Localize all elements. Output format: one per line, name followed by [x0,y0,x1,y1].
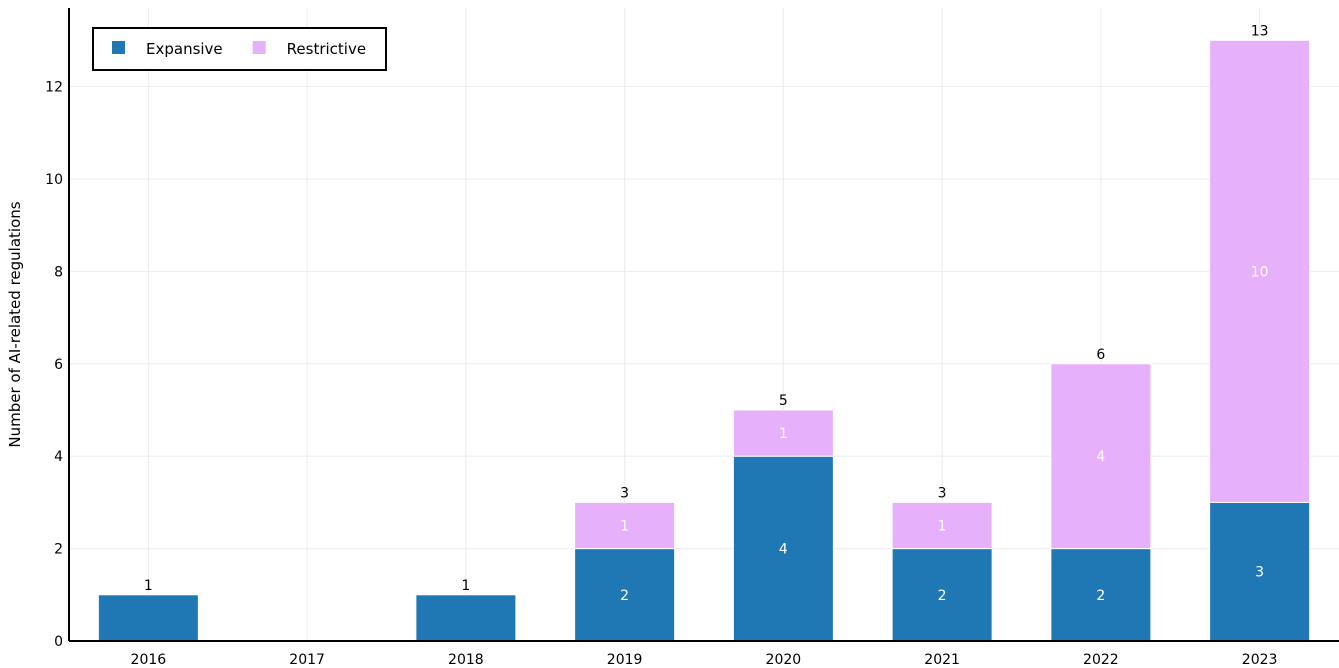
y-tick-label: 2 [54,542,63,558]
expansive-bar-2020 [732,455,834,642]
expansive-bar-2023 [1209,501,1311,642]
bars [97,39,1311,642]
y-tick-label: 10 [45,172,63,188]
restrictive-value-label-2023: 10 [1251,264,1269,280]
restrictive-legend-label: Restrictive [287,40,366,58]
total-label-2018: 1 [461,578,470,594]
legend: Expansive Restrictive [92,27,387,71]
expansive-value-label-2019: 2 [620,588,629,604]
restrictive-value-label-2019: 1 [620,518,629,534]
x-tick-label: 2017 [289,652,325,668]
x-tick-label: 2023 [1242,652,1278,668]
expansive-bar-2022 [1050,548,1152,642]
total-label-2020: 5 [779,393,788,409]
y-tick-label: 6 [54,357,63,373]
expansive-value-label-2020: 4 [779,542,788,558]
expansive-bar-2021 [891,548,993,642]
expansive-value-label-2022: 2 [1096,588,1105,604]
x-tick-label: 2019 [607,652,643,668]
expansive-legend-swatch [112,41,125,54]
restrictive-legend-swatch [252,41,266,54]
expansive-value-label-2021: 2 [938,588,947,604]
legend-box [92,27,387,71]
x-tick-label: 2021 [924,652,960,668]
restrictive-bar-2019 [574,501,676,550]
x-tick-label: 2016 [131,652,167,668]
restrictive-value-label-2021: 1 [938,518,947,534]
y-tick-label: 0 [54,634,63,650]
y-tick-label: 8 [54,264,63,280]
restrictive-bar-2023 [1209,39,1311,503]
total-label-2022: 6 [1096,347,1105,363]
total-label-2023: 13 [1251,23,1269,39]
restrictive-value-label-2022: 4 [1096,449,1105,465]
y-axis-title: Number of AI-related regulations [6,201,24,447]
restrictive-bar-2021 [891,501,993,550]
restrictive-value-label-2020: 1 [779,426,788,442]
y-tick-label: 12 [45,80,63,96]
y-tick-label: 4 [54,449,63,465]
total-label-2019: 3 [620,485,629,501]
restrictive-bar-2020 [732,409,834,457]
expansive-legend-label: Expansive [146,40,223,58]
x-tick-label: 2018 [448,652,484,668]
total-label-2021: 3 [938,485,947,501]
expansive-bar-2019 [574,548,676,642]
x-tick-label: 2020 [766,652,802,668]
expansive-value-label-2023: 3 [1255,565,1264,581]
x-tick-label: 2022 [1083,652,1119,668]
expansive-bar-2018 [415,594,517,642]
total-label-2016: 1 [144,578,153,594]
expansive-bar-2016 [97,594,199,642]
restrictive-bar-2022 [1050,363,1152,550]
